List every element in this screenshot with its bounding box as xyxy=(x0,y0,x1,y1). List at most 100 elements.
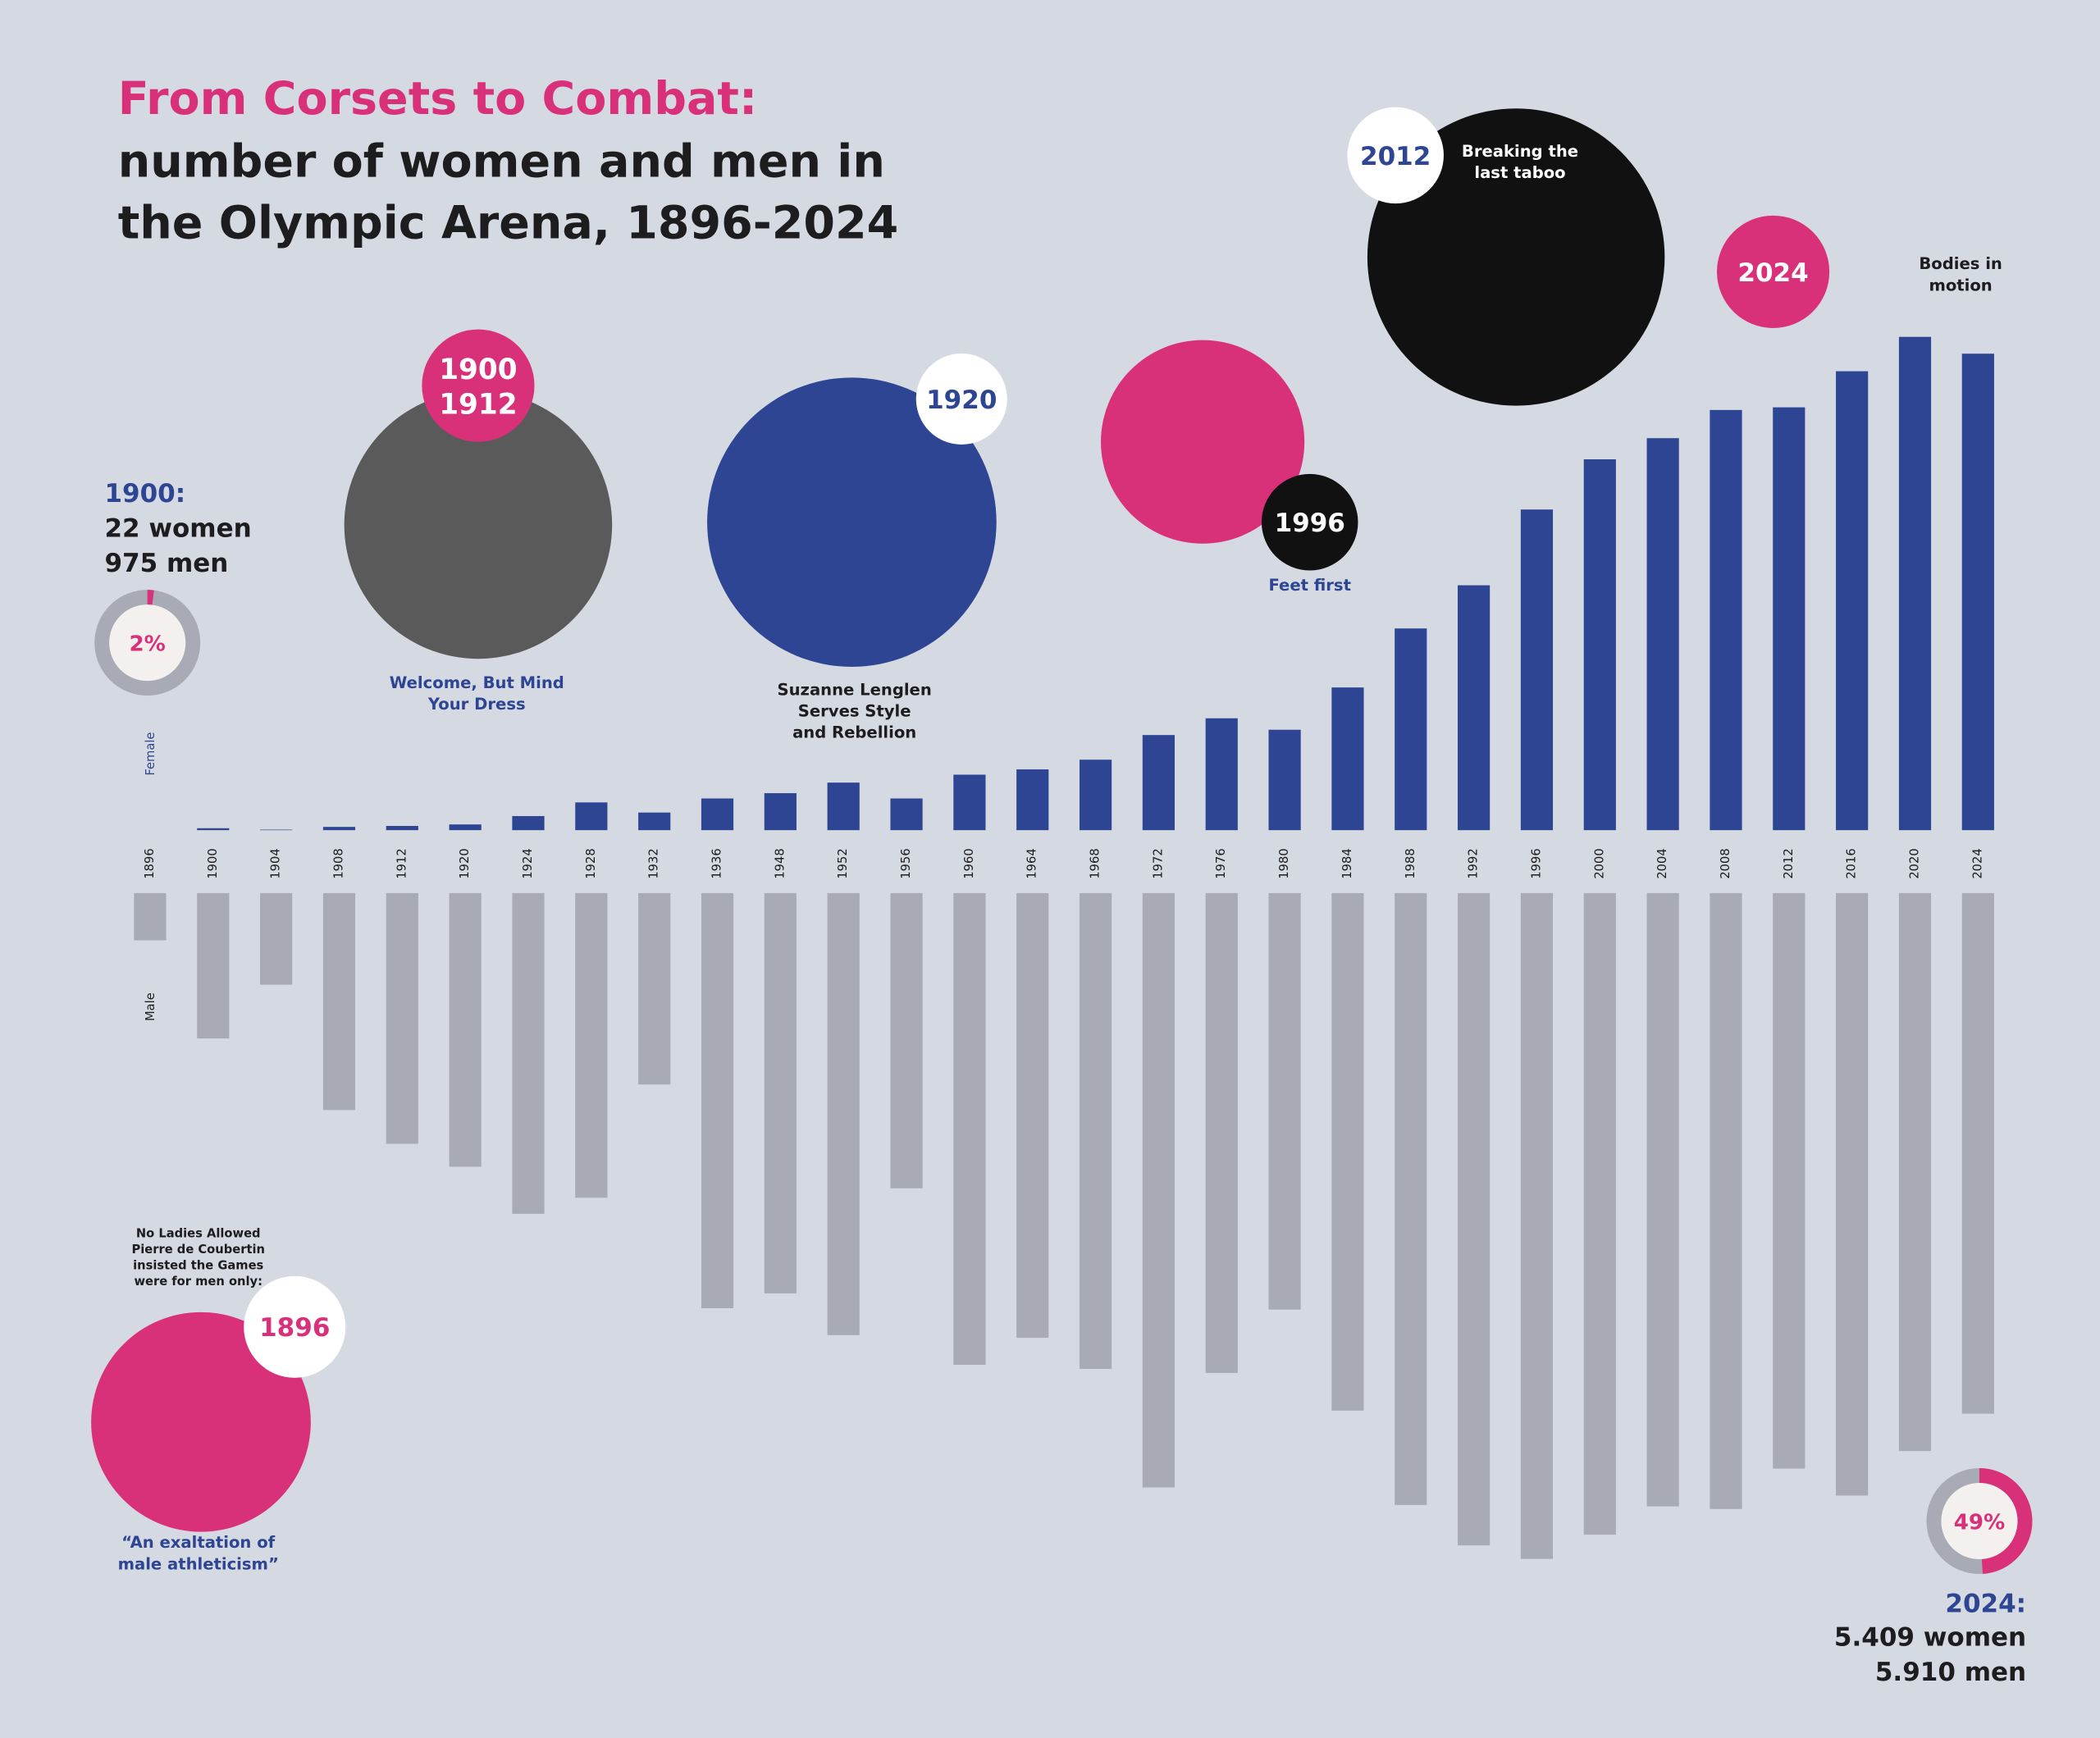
male-bar xyxy=(1458,892,1491,1546)
female-bar xyxy=(1898,336,1932,831)
male-bar xyxy=(1773,892,1806,1469)
badge xyxy=(1261,473,1358,571)
male-bar xyxy=(322,892,356,1111)
female-bar xyxy=(764,793,797,831)
female-bar xyxy=(1331,687,1364,831)
male-bar xyxy=(134,892,167,941)
x-tick-label: 2004 xyxy=(1655,848,1669,878)
annotation: 5.409 women xyxy=(1834,1622,2026,1652)
x-tick-label: 1968 xyxy=(1089,848,1102,878)
female-bar xyxy=(1458,585,1491,831)
donut-arc xyxy=(1979,1468,2033,1574)
female-bar xyxy=(1268,729,1301,831)
male-bar xyxy=(1079,892,1112,1369)
badge xyxy=(1347,107,1444,204)
x-tick-label: 1912 xyxy=(395,848,409,878)
male-bar xyxy=(1898,892,1932,1452)
note: Pierre de Coubertin xyxy=(131,1243,264,1257)
male-bar xyxy=(260,892,293,985)
caption: Suzanne Lenglen xyxy=(778,680,932,699)
x-tick-label: 1904 xyxy=(269,848,283,878)
donut-label: 2% xyxy=(130,632,166,656)
male-bar xyxy=(1016,892,1049,1339)
male-bar xyxy=(512,892,545,1214)
photo-tennis-bg xyxy=(707,377,997,667)
caption: motion xyxy=(1929,276,1992,294)
male-bar xyxy=(1646,892,1679,1507)
female-bar xyxy=(386,826,418,831)
female-bar xyxy=(890,798,923,831)
male-bar xyxy=(1520,892,1554,1559)
series-label: Male xyxy=(144,992,158,1021)
caption: and Rebellion xyxy=(792,723,916,742)
caption: Breaking the xyxy=(1462,142,1578,161)
female-bar xyxy=(638,812,671,831)
caption: male athleticism” xyxy=(118,1554,279,1573)
female-bar xyxy=(1395,628,1427,831)
male-bar xyxy=(1331,892,1364,1411)
female-bar xyxy=(1583,458,1616,831)
caption: last taboo xyxy=(1474,163,1565,182)
female-bar xyxy=(1079,760,1112,831)
x-tick-label: 1956 xyxy=(899,848,913,878)
caption: “An exaltation of xyxy=(121,1533,275,1552)
series-label: Female xyxy=(144,732,158,776)
photo-football-bg xyxy=(1101,340,1305,544)
note: No Ladies Allowed xyxy=(136,1226,261,1240)
x-tick-label: 1976 xyxy=(1214,848,1228,878)
badge xyxy=(1716,215,1830,328)
female-bar xyxy=(1710,409,1742,831)
male-bar xyxy=(1961,892,1994,1414)
badge xyxy=(915,353,1007,445)
x-tick-label: 2016 xyxy=(1845,848,1859,878)
x-tick-label: 1980 xyxy=(1277,848,1291,878)
female-bar xyxy=(322,827,356,831)
female-bar xyxy=(512,815,545,831)
annotation: 22 women xyxy=(104,514,251,544)
female-bar xyxy=(1773,407,1806,831)
annotation: 975 men xyxy=(104,549,228,578)
x-tick-label: 1908 xyxy=(331,848,345,878)
donut-center xyxy=(109,604,186,682)
note: insisted the Games xyxy=(133,1259,263,1273)
x-tick-label: 2008 xyxy=(1719,848,1732,878)
chart-subtitle: the Olympic Arena, 1896-2024 xyxy=(118,197,898,250)
male-bar xyxy=(953,892,986,1366)
male-bar xyxy=(386,892,418,1144)
female-bar xyxy=(575,802,608,831)
male-bar xyxy=(1395,892,1427,1505)
x-tick-label: 1952 xyxy=(836,848,850,878)
female-bar xyxy=(260,829,293,831)
male-bar xyxy=(701,892,734,1308)
caption: Serves Style xyxy=(798,701,911,720)
badge xyxy=(422,329,535,442)
x-tick-label: 1900 xyxy=(206,848,220,878)
annotation: 2024: xyxy=(1945,1590,2026,1619)
x-tick-label: 1932 xyxy=(647,848,661,878)
male-bar xyxy=(1836,892,1869,1496)
badge-label: 2012 xyxy=(1360,142,1431,171)
annotation: 5.910 men xyxy=(1875,1658,2026,1687)
male-bar xyxy=(1205,892,1238,1373)
male-bar xyxy=(1142,892,1175,1488)
badge-label: 1900 xyxy=(439,354,517,386)
x-tick-label: 1988 xyxy=(1404,848,1418,878)
x-tick-label: 1928 xyxy=(584,848,598,878)
male-bar xyxy=(575,892,608,1198)
x-tick-label: 1960 xyxy=(962,848,976,878)
x-tick-label: 1972 xyxy=(1151,848,1165,878)
female-bar xyxy=(1836,371,1869,831)
female-bar xyxy=(1016,769,1049,831)
x-tick-label: 1896 xyxy=(143,848,157,878)
donut-label: 49% xyxy=(1954,1510,2006,1535)
female-bar xyxy=(197,828,230,831)
x-tick-label: 2024 xyxy=(1970,848,1984,878)
female-bar xyxy=(1205,718,1238,831)
x-tick-label: 1996 xyxy=(1529,848,1543,878)
chart-subtitle: number of women and men in xyxy=(118,135,885,188)
female-bar xyxy=(1646,438,1679,831)
badge-label: 1920 xyxy=(926,385,997,415)
x-tick-label: 1936 xyxy=(710,848,724,878)
x-tick-label: 2020 xyxy=(1907,848,1921,878)
